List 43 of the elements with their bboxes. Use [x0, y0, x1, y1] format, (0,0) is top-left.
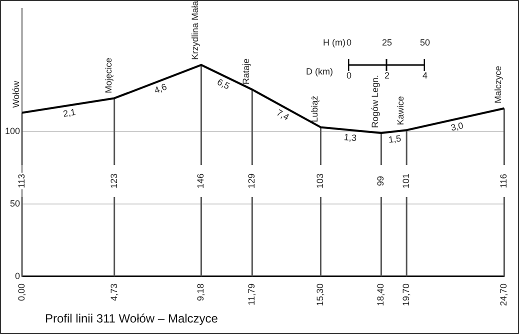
y-tick-label: 100 [4, 126, 20, 136]
x-tick-label: 9,18 [196, 283, 206, 302]
annotation: Kawice [396, 96, 406, 126]
annotation: 146 [196, 173, 206, 189]
annotation: 3,0 [450, 120, 464, 133]
annotation: Wołów [11, 80, 21, 108]
x-tick-label: 19,70 [401, 283, 412, 306]
annotation: 123 [108, 173, 119, 189]
annotation: 2,1 [62, 106, 76, 119]
annotation: D (km) [306, 66, 333, 76]
annotation: 129 [246, 173, 257, 189]
annotation: 7,4 [274, 108, 291, 122]
annotation: 4,6 [152, 82, 168, 96]
x-tick-label: 11,79 [246, 283, 257, 306]
annotation: Lubiąż [310, 95, 320, 122]
x-tick-label: 4,73 [108, 283, 119, 302]
annotation: 116 [498, 174, 509, 188]
annotation: 50 [420, 37, 430, 48]
annotation: H (m) [323, 37, 346, 48]
annotation: 6,5 [216, 76, 232, 92]
x-tick-label: 15,30 [315, 283, 326, 306]
annotation: Rogów Legn. [370, 74, 380, 128]
x-tick-label: 24,70 [498, 283, 509, 306]
x-tick-label: 0,00 [16, 283, 26, 302]
annotation: Mojęcice [103, 58, 114, 94]
annotation: 103 [315, 173, 326, 189]
y-tick-label: 0 [15, 270, 20, 281]
annotation: 1,5 [388, 133, 402, 145]
annotation: 101 [401, 173, 412, 189]
annotation: 4 [422, 70, 428, 80]
y-tick-label: 50 [10, 198, 20, 209]
text: Profil linii 311 Wołów – Malczyce [45, 311, 218, 326]
annotation: 2 [384, 70, 390, 80]
annotation: 0 [346, 37, 352, 48]
x-tick-label: 18,40 [376, 283, 386, 306]
annotation: Krzydlina Mała [190, 0, 200, 60]
annotation: 25 [382, 37, 392, 48]
annotation: 0 [346, 70, 352, 80]
annotation: 1,3 [344, 132, 357, 144]
annotation: Rataje [241, 58, 252, 85]
annotation: Malczyce [493, 66, 504, 104]
annotation: 113 [16, 174, 26, 188]
annotation: 99 [376, 176, 386, 186]
